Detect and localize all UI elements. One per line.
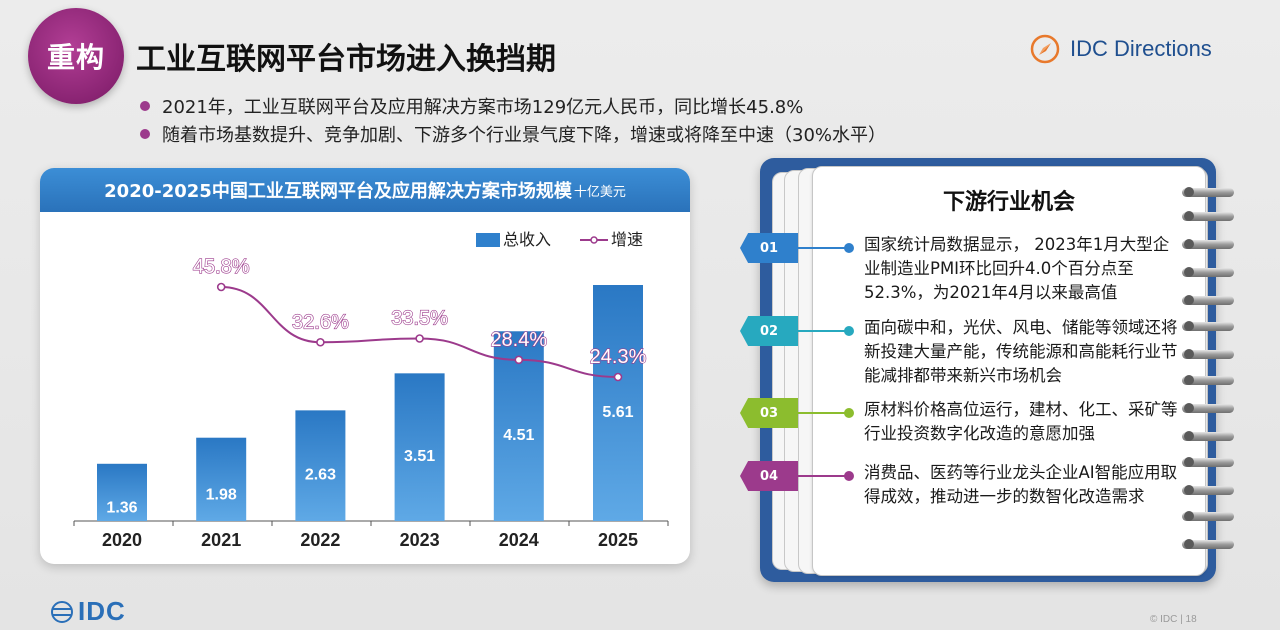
binder-hole xyxy=(1184,539,1194,549)
bullet-text: 2021年，工业互联网平台及应用解决方案市场129亿元人民币，同比增长45.8% xyxy=(162,97,804,118)
item-dot-icon xyxy=(844,471,854,481)
binder-ring-icon xyxy=(1182,486,1234,495)
bar-value-label: 1.36 xyxy=(106,499,137,516)
binder-ring-icon xyxy=(1182,296,1234,305)
x-tick-label: 2021 xyxy=(201,530,241,550)
binder-ring-icon xyxy=(1182,268,1234,277)
binder-hole xyxy=(1184,375,1194,385)
bar-value-label: 5.61 xyxy=(602,404,633,421)
binder-ring-icon xyxy=(1182,322,1234,331)
binder-hole xyxy=(1184,485,1194,495)
x-tick-label: 2022 xyxy=(300,530,340,550)
title-badge: 重构 xyxy=(28,8,124,104)
chart-card-header: 2020-2025中国工业互联网平台及应用解决方案市场规模 十亿美元 xyxy=(40,168,690,212)
bar xyxy=(394,373,445,521)
growth-line xyxy=(221,286,619,378)
growth-point xyxy=(613,372,623,382)
binder-ring-icon xyxy=(1182,212,1234,221)
notebook-title: 下游行业机会 xyxy=(942,190,1075,215)
binder-hole xyxy=(1184,211,1194,221)
bar-value-label: 1.98 xyxy=(206,486,237,503)
growth-label: 28.4% xyxy=(490,329,547,351)
bar xyxy=(196,437,247,521)
growth-point xyxy=(514,355,524,365)
binder-hole xyxy=(1184,295,1194,305)
page-number: © IDC | 18 xyxy=(1150,614,1197,625)
chart-card: 2020-2025中国工业互联网平台及应用解决方案市场规模 十亿美元 1.36 2… xyxy=(40,168,690,564)
chart-title: 2020-2025中国工业互联网平台及应用解决方案市场规模 xyxy=(104,181,572,202)
bar xyxy=(295,410,346,521)
item-text: 面向碳中和，光伏、风电、储能等领域还将新投建大量产能，传统能源和高能耗行业节能减… xyxy=(864,318,1178,385)
growth-point xyxy=(415,334,424,343)
growth-label: 33.5% xyxy=(391,307,448,329)
item-number-tab: 03 xyxy=(740,398,798,428)
growth-point xyxy=(216,282,226,292)
binder-hole xyxy=(1184,267,1194,277)
notebook-front-page xyxy=(812,166,1206,576)
legend-line-marker xyxy=(590,236,598,244)
item-dot-icon xyxy=(844,408,854,418)
chart-unit: 十亿美元 xyxy=(573,184,626,200)
x-tick-label: 2020 xyxy=(102,530,142,550)
bullet-text: 随着市场基数提升、竞争加剧、下游多个行业景气度下降，增速或将降至中速（30%水平… xyxy=(162,125,887,146)
binder-hole xyxy=(1184,349,1194,359)
binder-ring-icon xyxy=(1182,404,1234,413)
x-tick-label: 2025 xyxy=(598,530,638,550)
item-connector xyxy=(798,247,848,249)
binder-hole xyxy=(1184,321,1194,331)
idc-globe-icon xyxy=(51,600,73,623)
binder-ring-icon xyxy=(1182,540,1234,549)
binder-hole xyxy=(1184,511,1194,521)
binder-ring-icon xyxy=(1182,350,1234,359)
binder-ring-icon xyxy=(1182,458,1234,467)
binder-hole xyxy=(1184,187,1194,197)
growth-label: 32.6% xyxy=(292,311,349,333)
binder-hole xyxy=(1184,431,1194,441)
bullet-dot-icon xyxy=(140,129,150,139)
item-connector xyxy=(798,475,848,477)
item-dot-icon xyxy=(844,326,854,336)
page-title: 工业互联网平台市场进入换挡期 xyxy=(136,42,556,77)
item-text: 国家统计局数据显示， 2023年1月大型企业制造业PMI环比回升4.0个百分点至… xyxy=(864,235,1170,302)
bullet-list: 2021年，工业互联网平台及应用解决方案市场129亿元人民币，同比增长45.8%… xyxy=(140,92,886,148)
bar xyxy=(593,285,643,521)
growth-label: 24.3% xyxy=(590,346,647,368)
logo-text: IDC Directions xyxy=(1070,36,1212,61)
binder-hole xyxy=(1184,457,1194,467)
footer-logo-text: IDC xyxy=(78,596,126,626)
bullet-dot-icon xyxy=(140,101,150,111)
growth-point xyxy=(316,337,325,347)
item-connector xyxy=(798,412,848,414)
item-number-tab: 04 xyxy=(740,461,798,491)
binder-ring-icon xyxy=(1182,376,1234,385)
growth-label: 45.8% xyxy=(193,256,250,278)
idc-directions-logo: IDC Directions xyxy=(1030,34,1212,64)
compass-icon xyxy=(1030,34,1060,64)
idc-footer-logo: IDC xyxy=(50,596,126,627)
item-number-tab: 01 xyxy=(740,233,798,263)
x-tick-label: 2023 xyxy=(400,530,440,550)
binder-ring-icon xyxy=(1182,240,1234,249)
bullet-item: 随着市场基数提升、竞争加剧、下游多个行业景气度下降，增速或将降至中速（30%水平… xyxy=(140,120,886,148)
bar-value-label: 3.51 xyxy=(404,448,435,465)
bar xyxy=(97,463,147,521)
legend-label: 增速 xyxy=(611,230,643,249)
item-text: 原材料价格高位运行，建材、化工、采矿等行业投资数字化改造的意愿加强 xyxy=(864,400,1178,443)
legend-label: 总收入 xyxy=(503,230,551,249)
item-text: 消费品、医药等行业龙头企业AI智能应用取得成效，推动进一步的数智化改造需求 xyxy=(864,463,1178,506)
binder-ring-icon xyxy=(1182,512,1234,521)
binder-hole xyxy=(1184,403,1194,413)
binder-hole xyxy=(1184,239,1194,249)
x-tick-label: 2024 xyxy=(499,530,539,550)
market-size-chart: 1.36 2020 1.98 2021 2.63 2022 3.51 2023 4.51 2024… xyxy=(73,230,669,550)
item-number-tab: 02 xyxy=(740,316,798,346)
bar-value-label: 4.51 xyxy=(503,427,534,444)
binder-ring-icon xyxy=(1182,188,1234,197)
bar-value-label: 2.63 xyxy=(305,467,336,484)
bullet-item: 2021年，工业互联网平台及应用解决方案市场129亿元人民币，同比增长45.8% xyxy=(140,92,886,120)
binder-ring-icon xyxy=(1182,432,1234,441)
item-connector xyxy=(798,330,848,332)
legend-bar-swatch xyxy=(476,233,500,247)
item-dot-icon xyxy=(844,243,854,253)
